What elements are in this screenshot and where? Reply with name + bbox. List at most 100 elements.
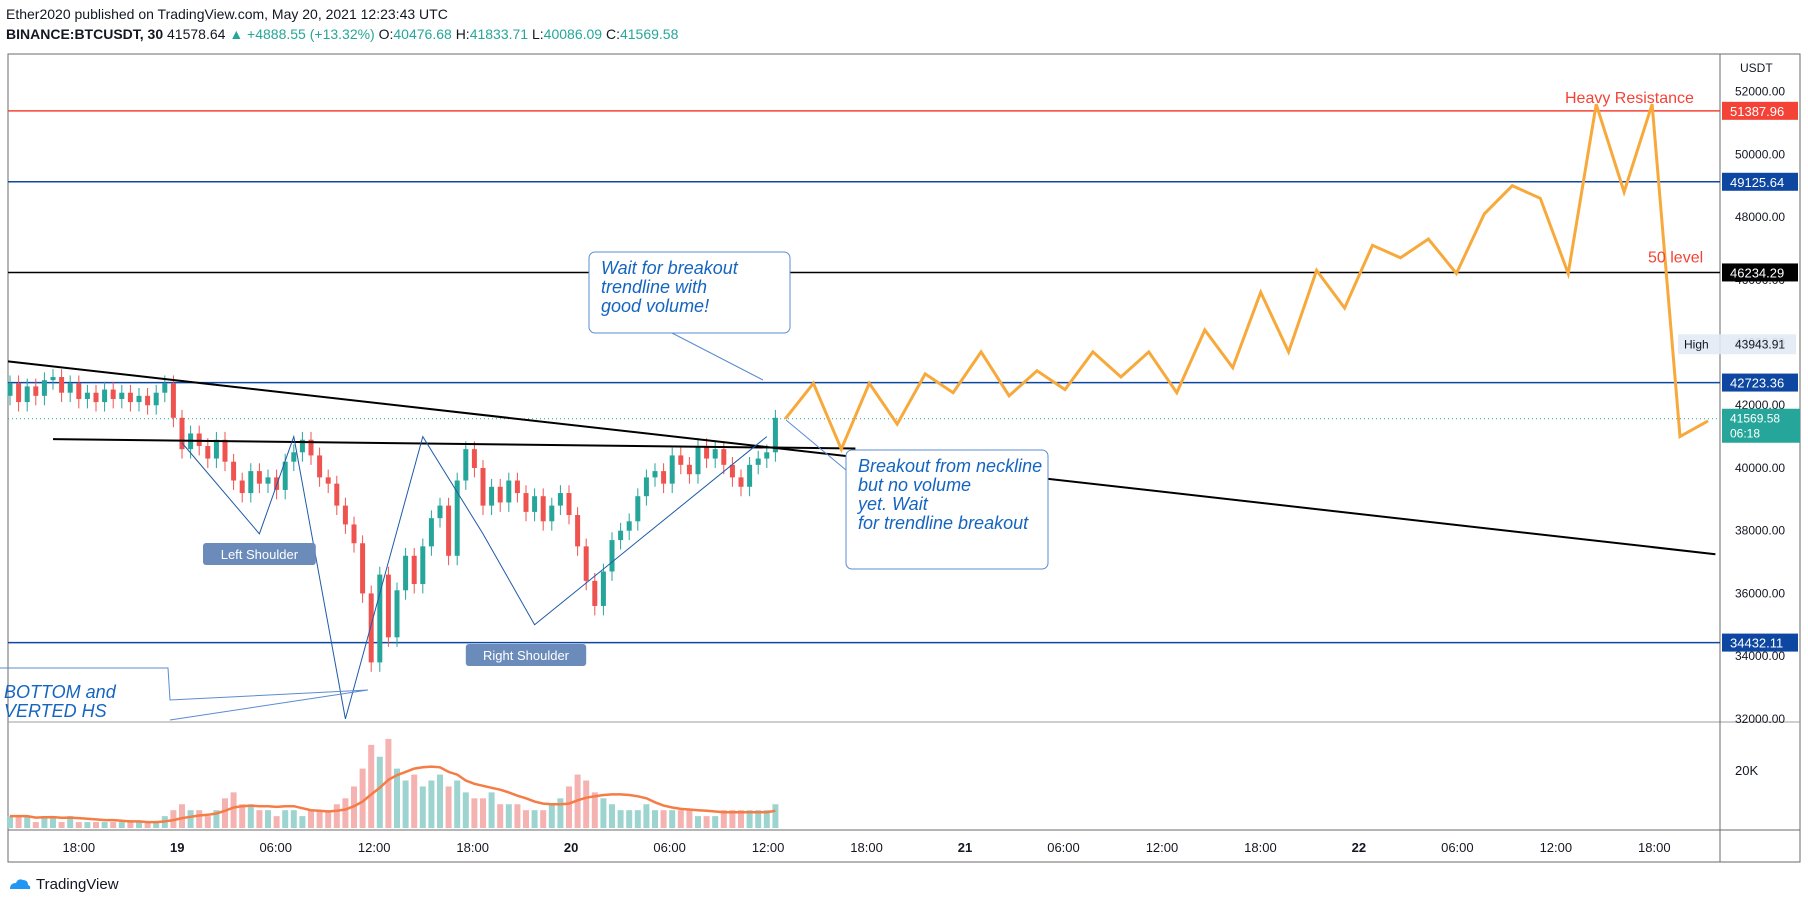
price-level-tag: [1722, 263, 1798, 282]
volume-bar: [273, 816, 280, 828]
price-change: ▲ +4888.55 (+13.32%): [229, 26, 375, 42]
tradingview-brand[interactable]: TradingView: [8, 876, 119, 893]
candle-body: [411, 555, 417, 585]
candle-body: [678, 455, 684, 465]
volume-bar: [677, 810, 684, 828]
candle-body: [566, 493, 572, 516]
current-price-text: 41569.58: [1730, 412, 1780, 426]
high-marker-label: High: [1684, 337, 1709, 351]
volume-bar: [609, 804, 615, 828]
volume-bar: [385, 738, 392, 828]
volume-bar: [239, 804, 246, 828]
close-label: C:: [605, 26, 620, 42]
price-level-tag-text: 34432.11: [1730, 636, 1783, 651]
candle-body: [179, 417, 185, 450]
candle-body: [299, 439, 305, 453]
volume-bar: [118, 822, 125, 828]
high-value: 41833.71: [469, 26, 529, 42]
volume-bar: [531, 810, 538, 828]
x-tick-label: 21: [958, 840, 972, 855]
candle-body: [317, 455, 323, 478]
volume-bar: [359, 768, 366, 828]
volume-bar: [333, 804, 340, 828]
candle-body: [592, 580, 598, 606]
volume-bar: [755, 810, 762, 828]
volume-bar: [84, 822, 91, 828]
volume-bar: [523, 810, 529, 828]
volume-bar: [566, 786, 572, 828]
candle-body: [50, 377, 56, 381]
x-tick-label: 22: [1352, 840, 1366, 855]
bottom-callout-box: [0, 667, 369, 721]
volume-bar: [153, 822, 160, 828]
volume-bar: [703, 816, 710, 828]
breakout-neckline-callout-box: [845, 449, 1049, 570]
candle-body: [110, 389, 116, 399]
y-tick-label: 52000.00: [1735, 85, 1785, 99]
price-level-tag: [1722, 373, 1798, 392]
candle-body: [308, 439, 314, 456]
volume-bar: [41, 816, 48, 828]
volume-bar: [738, 810, 744, 828]
volume-bar: [548, 804, 555, 828]
symbol-label[interactable]: BINANCE:BTCUSDT, 30: [6, 26, 164, 42]
x-tick-label: 19: [170, 840, 184, 855]
volume-bar: [127, 822, 134, 828]
candle-body: [721, 449, 727, 465]
candle-body: [351, 524, 357, 544]
volume-bar: [325, 810, 332, 828]
price-level-tag-text: 49125.64: [1730, 175, 1784, 190]
candle-body: [205, 446, 211, 459]
volume-bar: [652, 810, 658, 828]
price-level-tag-text: 42723.36: [1730, 376, 1784, 391]
price-level-tag-text: 51387.96: [1730, 104, 1784, 119]
candle-body: [454, 480, 460, 556]
volume-bar: [50, 816, 56, 828]
candle-body: [635, 496, 641, 522]
candle-body: [428, 518, 434, 547]
candle-body: [420, 546, 426, 585]
volume-bar: [299, 816, 306, 828]
breakout-neckline-callout-pointer: [785, 419, 847, 471]
y-tick-label: 48000.00: [1735, 210, 1785, 224]
volume-bar: [643, 804, 650, 828]
volume-bar: [136, 822, 142, 828]
volume-bar: [454, 780, 461, 828]
bottom-callout-line: VERTED HS: [4, 701, 107, 721]
candle-body: [772, 417, 778, 453]
candle-body: [334, 483, 340, 506]
volume-bar: [445, 786, 452, 828]
price-projection-path: [784, 103, 1709, 454]
high-marker-value: 43943.91: [1735, 337, 1785, 351]
volume-bar: [712, 816, 719, 828]
x-tick-label: 06:00: [259, 840, 292, 855]
candle-body: [755, 458, 761, 465]
candle-body: [222, 439, 228, 462]
candle-body: [463, 449, 469, 481]
volume-bar: [695, 816, 701, 828]
x-tick-label: 12:00: [358, 840, 391, 855]
candle-body: [471, 449, 477, 468]
volume-bar: [144, 822, 151, 828]
tradingview-logo-icon: [10, 878, 31, 889]
fifty-level-label: 50 level: [1648, 249, 1703, 266]
right-shoulder-label-bg: [465, 644, 587, 666]
candle-body: [686, 464, 692, 475]
volume-bar: [729, 810, 736, 828]
y-tick-label: 40000.00: [1735, 461, 1785, 475]
x-tick-label: 06:00: [1047, 840, 1080, 855]
left-shoulder-label-bg: [203, 543, 316, 565]
brand-label: TradingView: [36, 876, 119, 893]
symbol-ohlc-line: BINANCE:BTCUSDT, 30 41578.64 ▲ +4888.55 …: [6, 26, 678, 42]
candle-body: [575, 515, 581, 547]
candle-body: [231, 461, 237, 481]
candle-body: [368, 593, 374, 663]
breakout-neckline-callout-line: but no volume: [858, 475, 971, 495]
candle-body: [33, 386, 39, 396]
y-tick-label: 38000.00: [1735, 524, 1785, 538]
candle-body: [446, 505, 452, 556]
candle-body: [76, 383, 82, 399]
high-label: H:: [455, 26, 470, 42]
volume-bar: [93, 822, 99, 828]
